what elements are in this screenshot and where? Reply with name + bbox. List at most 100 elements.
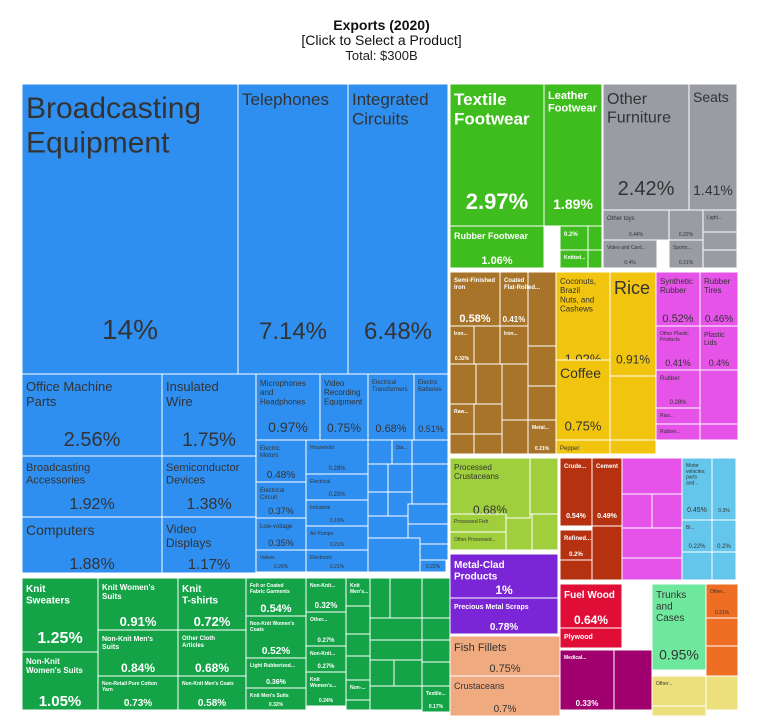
tile-filler-wood-7[interactable] bbox=[473, 403, 503, 435]
tile-rect[interactable] bbox=[559, 649, 615, 711]
tile-computers-7[interactable]: Computers 1.88% bbox=[21, 516, 163, 574]
tile-non-91[interactable]: Non-... bbox=[345, 679, 371, 701]
tile-rect[interactable] bbox=[21, 455, 163, 518]
tile-filler-wood-2[interactable] bbox=[527, 345, 557, 387]
tile-filler-textiles-6[interactable] bbox=[345, 633, 371, 657]
tile-rice-43[interactable]: Rice 0.91% bbox=[609, 271, 657, 377]
tile-0-2-27[interactable]: 0.2% bbox=[559, 225, 589, 251]
tile-bi-61[interactable]: Bi... 0.22% bbox=[681, 519, 713, 553]
tile-coffee-44[interactable]: Coffee 0.75% bbox=[555, 359, 611, 441]
tile-filler-misc-0[interactable] bbox=[702, 231, 738, 251]
tile-rect[interactable] bbox=[449, 325, 475, 365]
tile-0-3-60[interactable]: 0.3% bbox=[711, 457, 737, 521]
tile-filler-plastics-3[interactable] bbox=[621, 493, 653, 529]
tile-rect[interactable] bbox=[97, 629, 179, 677]
tile-fuel-wood-65[interactable]: Fuel Wood 0.64% bbox=[559, 583, 623, 629]
tile-plywood-66[interactable]: Plywood bbox=[559, 627, 623, 649]
tile-other-processed-55[interactable]: Other Processed... bbox=[449, 531, 507, 551]
tile-rect[interactable] bbox=[305, 577, 347, 613]
tile-rect[interactable] bbox=[449, 531, 507, 551]
tile-filler-transport-1[interactable] bbox=[705, 645, 739, 677]
tile-textile-90[interactable]: Textile... 0.17% bbox=[421, 685, 451, 713]
tile-filler-minerals-1[interactable] bbox=[559, 559, 593, 581]
tile-rect[interactable] bbox=[367, 373, 415, 441]
tile-iron-39[interactable]: Iron... bbox=[499, 325, 529, 365]
tile-rect[interactable] bbox=[347, 83, 449, 375]
tile-filler-textiles-0[interactable] bbox=[369, 577, 391, 619]
tile-filler-electronics-0[interactable] bbox=[367, 439, 393, 465]
tile-filler-yellowish-0[interactable] bbox=[705, 675, 739, 711]
tile-rect[interactable] bbox=[449, 553, 559, 599]
tile-filler-footwear-1[interactable] bbox=[587, 249, 603, 269]
tile-rect[interactable] bbox=[413, 373, 449, 441]
tile-other-83[interactable]: Other... 0.27% bbox=[305, 611, 347, 647]
tile-rect[interactable] bbox=[305, 671, 347, 707]
tile-rect[interactable] bbox=[655, 423, 701, 441]
tile-non-knit-84[interactable]: Non-Knit... 0.27% bbox=[305, 645, 347, 673]
tile-filler-plastics-0[interactable] bbox=[699, 369, 739, 425]
tile-filler-plastics-4[interactable] bbox=[651, 493, 683, 529]
tile-filler-plastics-6[interactable] bbox=[621, 557, 683, 581]
tile-filler-textiles-2[interactable] bbox=[421, 577, 451, 619]
tile-filler-wood-4[interactable] bbox=[475, 363, 503, 405]
tile-rect[interactable] bbox=[305, 525, 369, 551]
tile-filler-wood-9[interactable] bbox=[473, 433, 503, 455]
tile-rect[interactable] bbox=[602, 239, 658, 269]
tile-rect[interactable] bbox=[499, 271, 529, 327]
tile-filler-vehicles-1[interactable] bbox=[711, 551, 737, 581]
tile-rect[interactable] bbox=[305, 473, 369, 501]
chart-subtitle[interactable]: [Click to Select a Product] bbox=[301, 32, 462, 49]
tile-rect[interactable] bbox=[559, 529, 593, 561]
tile-crude-56[interactable]: Crude... 0.54% bbox=[559, 457, 593, 527]
tile-rect[interactable] bbox=[699, 271, 739, 327]
tile-rect[interactable] bbox=[97, 577, 179, 631]
tile-filler-animal-1[interactable] bbox=[529, 457, 559, 515]
tile-rect[interactable] bbox=[559, 249, 589, 269]
tile-rect[interactable] bbox=[21, 83, 239, 375]
tile-light-rubberized-87[interactable]: Light Rubberized... 0.36% bbox=[245, 657, 307, 689]
tile-rect[interactable] bbox=[559, 225, 589, 251]
tile-0-22-23[interactable]: 0.22% bbox=[419, 559, 447, 573]
tile-other-72[interactable]: Other... bbox=[651, 675, 707, 707]
tile-precious-metal-scraps-64[interactable]: Precious Metal Scraps 0.78% bbox=[449, 597, 559, 635]
tile-knitted-28[interactable]: Knitted... bbox=[559, 249, 589, 269]
tile-filler-textiles-9[interactable] bbox=[345, 655, 371, 681]
tile-raw-51[interactable]: Raw... bbox=[655, 407, 701, 425]
tile-non-knit-77[interactable]: Non-Knit... 0.32% bbox=[305, 577, 347, 613]
tile-filler-vegetables-1[interactable] bbox=[609, 439, 657, 455]
tile-rect[interactable] bbox=[21, 577, 99, 653]
tile-filler-textiles-12[interactable] bbox=[421, 661, 451, 687]
tile-low-voltage-15[interactable]: Low-voltage 0.35% bbox=[255, 517, 307, 551]
tile-rect[interactable] bbox=[449, 635, 561, 677]
tile-other-toys-31[interactable]: Other toys 0.44% bbox=[602, 209, 670, 241]
tile-filler-electronics-1[interactable] bbox=[411, 439, 449, 465]
tile-rect[interactable] bbox=[421, 685, 451, 713]
tile-seats-30[interactable]: Seats 1.41% bbox=[688, 83, 738, 211]
tile-filler-textiles-13[interactable] bbox=[369, 685, 423, 711]
tile-pepper-45[interactable]: Pepper bbox=[555, 439, 611, 455]
tile-rect[interactable] bbox=[711, 519, 737, 553]
tile-fish-fillets-69[interactable]: Fish Fillets 0.75% bbox=[449, 635, 561, 677]
tile-filler-animal-3[interactable] bbox=[531, 513, 559, 551]
tile-filler-plastics-2[interactable] bbox=[621, 457, 683, 495]
tile-rect[interactable] bbox=[345, 577, 371, 607]
tile-filler-wood-5[interactable] bbox=[501, 363, 529, 421]
tile-filler-electronics-10[interactable] bbox=[367, 537, 421, 573]
tile-industrial-19[interactable]: Industrial 0.19% bbox=[305, 499, 369, 527]
